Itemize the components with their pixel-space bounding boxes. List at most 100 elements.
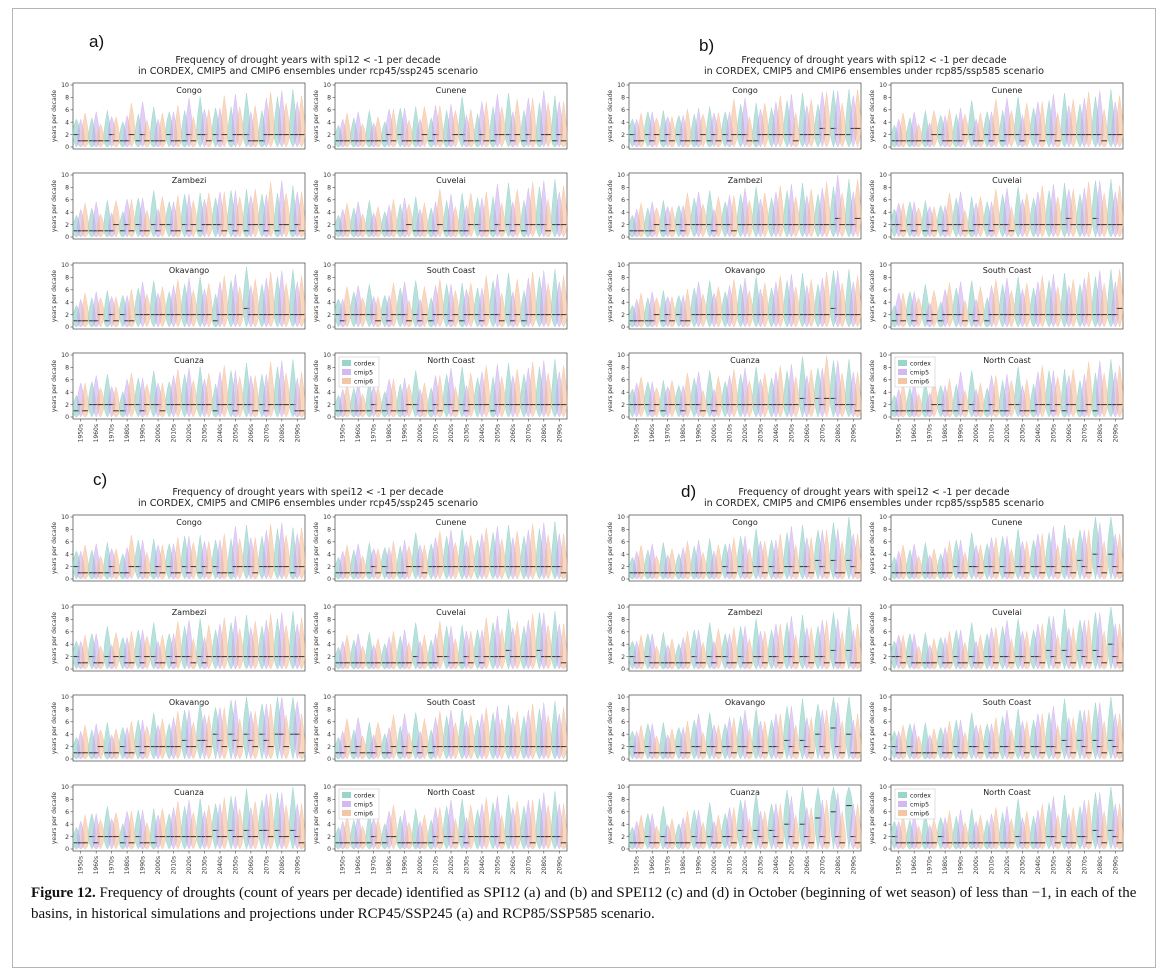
x-tick-label: 2090s [556,424,563,442]
x-tick-label: 2020s [186,856,193,874]
violin-cmip6 [637,292,645,328]
violin-cmip6 [992,627,1000,670]
panel-letter: b) [699,36,714,55]
y-tick-label: 2 [65,402,69,409]
y-tick-label: 10 [617,262,625,269]
x-tick-label: 2000s [417,856,424,874]
violin-cmip6 [838,631,846,670]
basin-title: South Coast [983,698,1031,707]
y-tick-label: 10 [879,262,887,269]
x-tick-label: 2070s [819,424,826,442]
x-tick-label: 1960s [93,856,100,874]
y-tick-label: 0 [65,756,69,763]
basin-title: Cuvelai [992,608,1022,617]
violin-cmip6 [374,296,382,328]
violin-cmip6 [730,627,738,670]
violin-cmip6 [420,382,429,418]
y-tick-label: 2 [621,834,625,841]
violin-cmip6 [158,634,167,670]
violin-cmip6 [961,113,969,148]
violin-cmip6 [528,271,537,328]
basin-title: South Coast [983,266,1031,275]
violin-cmip6 [1069,627,1077,670]
violin-cmip6 [374,722,382,760]
y-axis-label: years per decade [607,360,614,413]
y-tick-label: 0 [65,144,69,151]
basin-title: Cunene [992,86,1023,95]
violin-cmip6 [451,290,460,328]
legend-label-cmip6: cmip6 [910,379,929,386]
y-axis-label: years per decade [607,792,614,845]
x-tick-label: 2080s [279,856,286,874]
violin-cmip6 [699,293,707,328]
y-tick-label: 10 [61,604,69,611]
violin-cmip6 [158,808,167,850]
legend-label-cordex: cordex [910,793,931,800]
x-tick-label: 1960s [355,856,362,874]
y-tick-label: 2 [327,744,331,751]
y-tick-label: 8 [327,275,331,282]
y-tick-label: 6 [883,287,887,294]
violin-cmip6 [112,386,120,418]
y-axis-label: years per decade [607,702,614,755]
legend-label-cmip5: cmip5 [910,370,929,377]
violin-cmip6 [792,724,800,760]
y-tick-label: 8 [65,275,69,282]
y-tick-label: 4 [65,299,69,306]
panel-letter: d) [681,482,696,501]
y-tick-label: 10 [879,604,887,611]
y-tick-label: 0 [621,576,625,583]
x-tick-label: 2010s [727,856,734,874]
x-tick-label: 2070s [819,856,826,874]
chart-title-line1: Frequency of drought years with spei12 <… [738,487,1009,498]
x-tick-label: 2070s [263,424,270,442]
violin-cmip6 [389,541,398,580]
y-tick-label: 10 [617,604,625,611]
x-tick-label: 1960s [911,424,918,442]
violin-cmip6 [1084,271,1093,328]
chart-title-line1: Frequency of drought years with spi12 < … [175,55,440,66]
y-tick-label: 0 [327,576,331,583]
violin-cmip6 [389,109,398,148]
violin-cmip6 [220,191,228,238]
y-axis-label: years per decade [313,90,320,143]
violin-cmip6 [498,106,506,148]
violin-cmip6 [528,181,537,238]
violin-cmip6 [1084,619,1093,670]
violin-cmip6 [1007,380,1016,418]
violin-cmip6 [745,728,754,760]
x-tick-label: 1950s [340,424,347,442]
y-tick-label: 6 [327,377,331,384]
y-tick-label: 8 [883,275,887,282]
violin-cmip6 [668,818,676,850]
violin-cmip6 [945,631,954,670]
x-tick-label: 2000s [973,424,980,442]
legend-swatch-cmip6 [342,810,351,816]
y-tick-label: 4 [65,389,69,396]
violin-cmip6 [761,372,769,418]
y-tick-label: 10 [879,514,887,521]
y-tick-label: 4 [883,119,887,126]
violin-cmip6 [730,807,738,850]
y-tick-label: 0 [65,666,69,673]
violin-cmip6 [945,811,954,850]
violin-cmip6 [1054,376,1062,418]
basin-title: North Coast [427,788,475,797]
y-tick-label: 8 [621,365,625,372]
panel-a: a) Frequency of drought years with spi12 … [51,32,568,442]
violin-cmip6 [761,721,769,760]
violin-cmip6 [467,372,475,418]
violin-cmip6 [1007,548,1016,580]
y-tick-label: 4 [327,209,331,216]
violin-cmip6 [81,382,89,418]
x-tick-label: 2080s [541,856,548,874]
y-tick-label: 0 [883,144,887,151]
figure-caption: Figure 12. Frequency of droughts (count … [31,883,1141,925]
violin-cmip6 [236,538,244,580]
violin-cmip6 [838,541,846,580]
x-tick-label: 1980s [680,424,687,442]
